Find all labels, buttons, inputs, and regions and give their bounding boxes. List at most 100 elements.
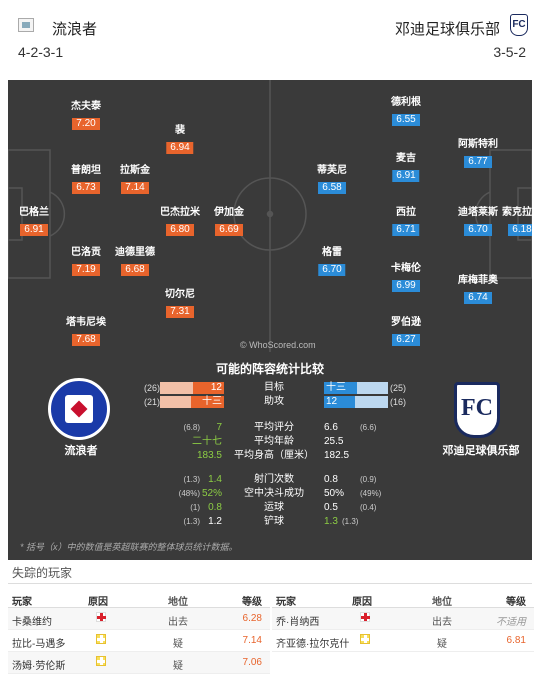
missing-player-rating: 7.14 xyxy=(242,635,262,646)
player-rating: 6.74 xyxy=(464,292,492,304)
injury-icon xyxy=(96,612,106,622)
bar-home-prev: (26) xyxy=(144,383,161,393)
player-rating: 6.71 xyxy=(392,224,420,236)
player-name: 切尔尼 xyxy=(165,289,195,300)
home-player[interactable]: 普朗坦 6.73 xyxy=(71,164,101,195)
home-team-label: 流浪者 xyxy=(64,445,98,457)
player-rating: 6.27 xyxy=(392,334,420,346)
away-player[interactable]: 库梅菲奥 6.74 xyxy=(458,274,498,305)
column-header-rating[interactable]: 等级 xyxy=(506,597,526,608)
player-name: 卡梅伦 xyxy=(391,263,421,274)
player-rating: 6.91 xyxy=(392,170,420,182)
home-player[interactable]: 巴格兰 6.91 xyxy=(19,206,49,237)
away-player[interactable]: 西拉 6.71 xyxy=(392,206,420,237)
missing-player-name[interactable]: 汤姆·劳伦斯 xyxy=(12,661,66,672)
table-body: 乔·肖纳西 出去 不适用 齐亚德·拉尔克什 疑 6.81 xyxy=(272,608,534,652)
stat-label: 平均评分 xyxy=(254,422,294,433)
home-player[interactable]: 伊加金 6.69 xyxy=(214,206,244,237)
missing-player-name[interactable]: 乔·肖纳西 xyxy=(276,617,320,628)
bar-away-value: 十三 xyxy=(326,382,346,393)
column-header-player[interactable]: 玩家 xyxy=(276,597,296,608)
home-team-logo-icon xyxy=(18,18,34,32)
bar-away-value: 12 xyxy=(326,396,338,407)
doubtful-icon xyxy=(360,634,370,644)
away-crest-icon: FC xyxy=(454,382,500,438)
player-rating: 6.58 xyxy=(318,182,346,194)
away-player[interactable]: 卡梅伦 6.99 xyxy=(391,262,421,293)
player-rating: 7.31 xyxy=(166,306,194,318)
away-player[interactable]: 罗伯逊 6.27 xyxy=(391,316,421,347)
missing-player-name[interactable]: 卡桑维约 xyxy=(12,617,52,628)
column-header-player[interactable]: 玩家 xyxy=(12,597,32,608)
bar-away-prev: (25) xyxy=(390,383,407,393)
player-rating: 7.68 xyxy=(72,334,100,346)
home-team-name[interactable]: 流浪者 xyxy=(52,21,98,38)
table-row: 齐亚德·拉尔克什 疑 6.81 xyxy=(272,630,534,652)
home-player[interactable]: 迪德里德 6.68 xyxy=(115,246,155,277)
watermark: © WhoScored.com xyxy=(240,340,316,350)
away-player[interactable]: 阿斯特利 6.77 xyxy=(458,138,498,169)
bar-away: 12 xyxy=(324,396,388,408)
missing-player-name[interactable]: 齐亚德·拉尔克什 xyxy=(276,639,350,650)
column-header-reason[interactable]: 原因 xyxy=(352,597,372,608)
stat-label: 铲球 xyxy=(264,516,284,527)
table-header: 玩家 原因 地位 等级 xyxy=(272,588,534,608)
stat-away-prev: (6.6) xyxy=(360,423,377,432)
away-player[interactable]: 迪塔莱斯 6.70 xyxy=(458,206,498,237)
away-team-name[interactable]: 邓迪足球俱乐部 xyxy=(394,21,500,38)
player-rating: 7.19 xyxy=(72,264,100,276)
player-rating: 6.73 xyxy=(72,182,100,194)
player-rating: 7.14 xyxy=(121,182,149,194)
column-header-rating[interactable]: 等级 xyxy=(242,597,262,608)
player-rating: 6.77 xyxy=(464,156,492,168)
home-player[interactable]: 切尔尼 7.31 xyxy=(165,288,195,319)
away-player[interactable]: 索克拉托 6.18 xyxy=(502,206,532,237)
home-player[interactable]: 裴 6.94 xyxy=(166,124,194,155)
column-header-position[interactable]: 地位 xyxy=(432,597,452,608)
column-header-reason[interactable]: 原因 xyxy=(88,597,108,608)
table-row: 汤姆·劳伦斯 疑 7.06 xyxy=(8,652,270,674)
player-name: 迪塔莱斯 xyxy=(458,207,498,218)
home-player[interactable]: 巴杰拉米 6.80 xyxy=(160,206,200,237)
stat-away-value: 0.8 xyxy=(324,474,338,485)
pitch: 杰夫泰 7.20 裴 6.94 普朗坦 6.73 拉斯金 7.14 巴格兰 6.91 巴杰拉米 6.8… xyxy=(8,80,532,352)
missing-player-status: 出去 xyxy=(432,617,452,628)
away-player[interactable]: 德利根 6.55 xyxy=(391,96,421,127)
stat-away-prev: (0.4) xyxy=(360,503,377,512)
stat-home-prev: (1.3) xyxy=(183,517,200,526)
bar-home: 十三 xyxy=(160,396,224,408)
player-name: 阿斯特利 xyxy=(458,139,498,150)
player-rating: 6.70 xyxy=(318,264,346,276)
stat-away-prev: (0.9) xyxy=(360,475,377,484)
missing-player-status: 疑 xyxy=(173,661,183,672)
stat-home-value: 183.5 xyxy=(196,450,222,461)
away-player[interactable]: 格雷 6.70 xyxy=(318,246,346,277)
player-name: 拉斯金 xyxy=(120,165,150,176)
home-player[interactable]: 杰夫泰 7.20 xyxy=(71,100,101,131)
player-name: 巴格兰 xyxy=(19,207,49,218)
away-player[interactable]: 麦吉 6.91 xyxy=(392,152,420,183)
home-player[interactable]: 拉斯金 7.14 xyxy=(120,164,150,195)
home-player[interactable]: 巴洛贡 7.19 xyxy=(71,246,101,277)
bar-home-fill xyxy=(193,382,224,394)
missing-player-name[interactable]: 拉比-马遇多 xyxy=(12,639,66,650)
bar-home-value: 12 xyxy=(210,382,222,393)
missing-player-status: 出去 xyxy=(168,617,188,628)
stat-home-value: 1.4 xyxy=(208,474,222,485)
player-name: 德利根 xyxy=(391,97,421,108)
missing-player-status: 疑 xyxy=(437,639,447,650)
stat-home-value: 52% xyxy=(201,488,222,499)
player-name: 罗伯逊 xyxy=(391,317,421,328)
stat-home-prev: (6.8) xyxy=(183,423,200,432)
bar-label: 助攻 xyxy=(264,396,284,407)
home-player[interactable]: 塔韦尼埃 7.68 xyxy=(66,316,106,347)
stat-away-value: 182.5 xyxy=(324,450,350,461)
away-player[interactable]: 蒂芙尼 6.58 xyxy=(317,164,347,195)
away-team-badge-icon: FC xyxy=(510,14,528,36)
table-body: 卡桑维约 出去 6.28 拉比-马遇多疑 7.14 汤姆·劳伦斯疑 7.06 xyxy=(8,608,270,674)
stat-away-value: 6.6 xyxy=(324,422,338,433)
missing-player-rating: 不适用 xyxy=(496,617,526,628)
doubtful-icon xyxy=(96,656,106,666)
column-header-position[interactable]: 地位 xyxy=(168,597,188,608)
table-header: 玩家 原因 地位 等级 xyxy=(8,588,270,608)
